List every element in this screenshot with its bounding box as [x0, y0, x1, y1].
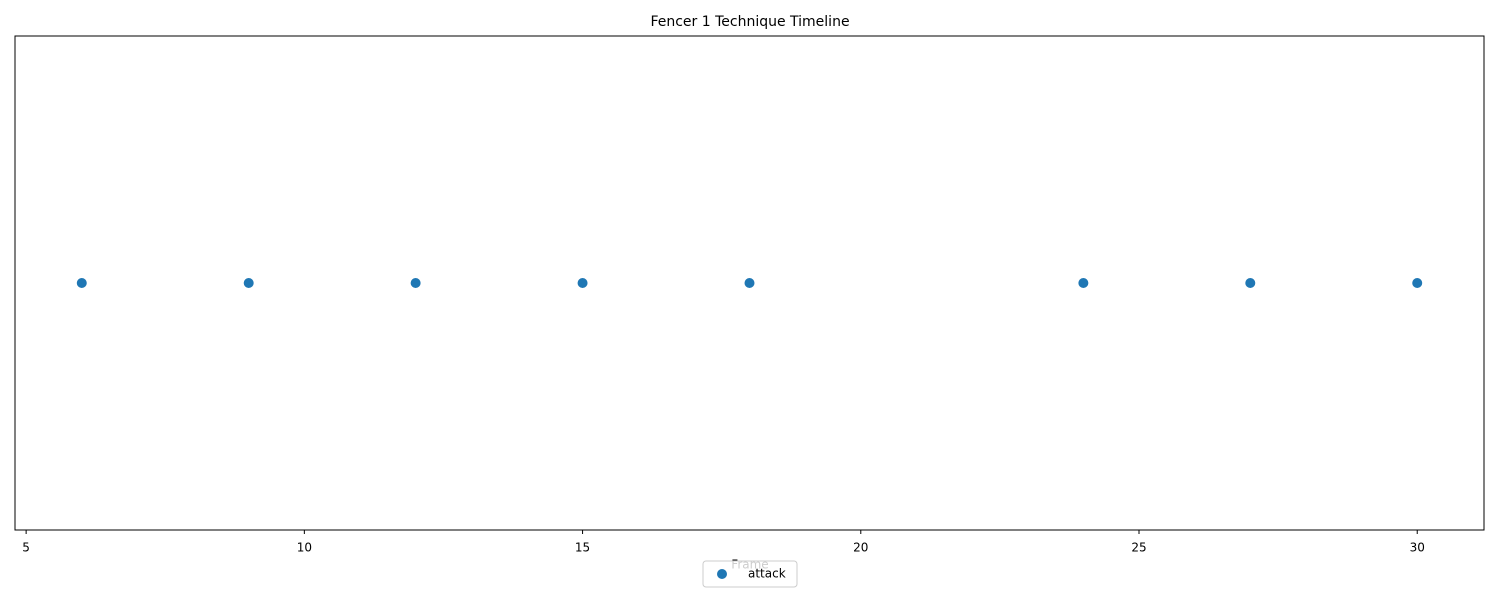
legend-label: attack — [748, 567, 786, 581]
point — [1245, 278, 1256, 288]
x-tick-label: 20 — [853, 541, 868, 555]
plot-frame — [14, 35, 1485, 531]
point — [76, 278, 87, 288]
x-tick-label: 30 — [1410, 541, 1425, 555]
point — [243, 278, 254, 288]
point — [744, 278, 755, 288]
legend-marker — [717, 569, 727, 579]
point — [410, 278, 421, 288]
chart-title: Fencer 1 Technique Timeline — [650, 14, 849, 30]
point — [577, 278, 588, 288]
x-tick-label: 5 — [22, 541, 30, 555]
point — [1412, 278, 1423, 288]
x-tick-label: 10 — [297, 541, 312, 555]
x-tick-label: 15 — [575, 541, 590, 555]
x-tick-label: 25 — [1131, 541, 1146, 555]
legend-box — [702, 560, 798, 588]
point — [1078, 278, 1089, 288]
